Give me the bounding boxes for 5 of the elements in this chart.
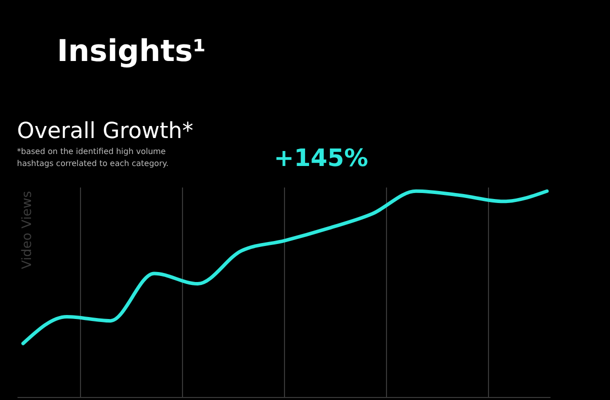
y-axis-title: Video Views	[20, 190, 35, 270]
text: +145%	[274, 144, 368, 172]
chart-subtitle: Overall Growth*	[17, 119, 194, 144]
chart-title: Insights¹	[57, 34, 206, 69]
text: *based on the identified high volume hashtags correlated to each category.	[17, 147, 168, 168]
